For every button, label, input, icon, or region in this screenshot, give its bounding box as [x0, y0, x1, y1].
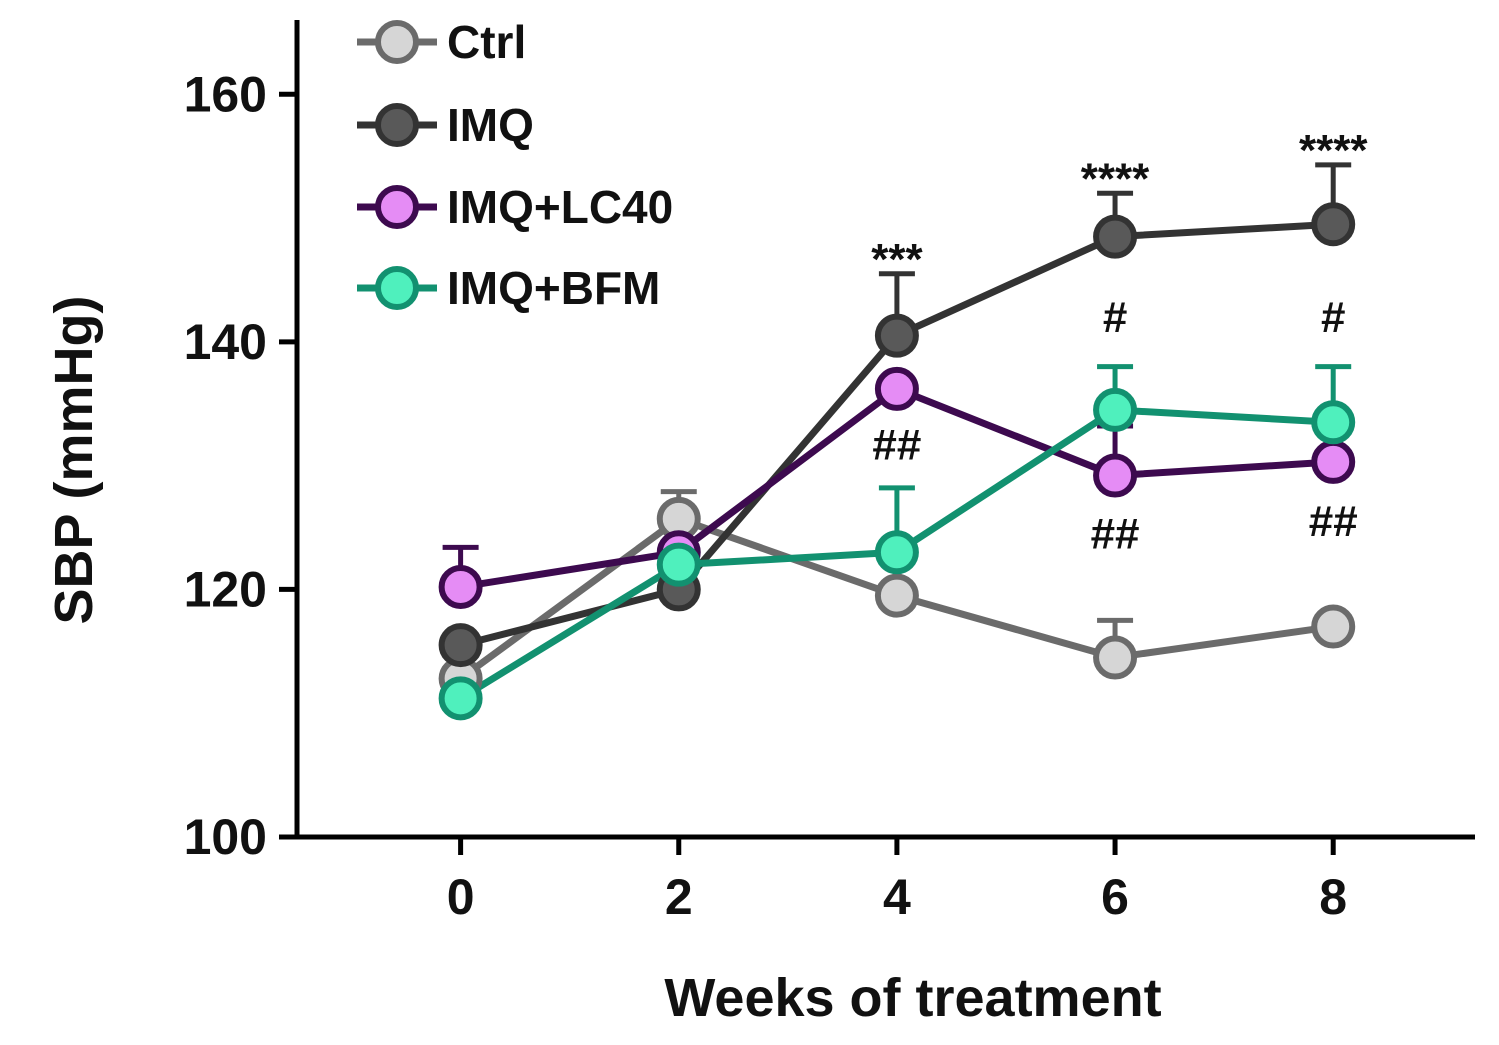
- data-point-ctrl: [874, 573, 919, 618]
- data-point-imq: [438, 623, 483, 668]
- significance-label: #: [1321, 293, 1345, 342]
- significance-label: #: [1103, 293, 1127, 342]
- significance-label: ****: [1081, 154, 1150, 203]
- data-point-imq-lc40: [874, 366, 919, 411]
- data-point-imq-lc40: [1311, 439, 1356, 484]
- legend: Ctrl IMQ IMQ+LC40 IMQ+BFM: [357, 16, 673, 314]
- y-tick-label: 140: [184, 314, 267, 370]
- significance-label: ##: [1309, 497, 1358, 546]
- x-tick-label: 4: [883, 869, 911, 925]
- data-point-imq-lc40: [438, 564, 483, 609]
- significance-label: ##: [1091, 510, 1140, 559]
- y-tick-label: 160: [184, 66, 267, 122]
- significance-label: ****: [1299, 126, 1368, 175]
- x-tick-label: 2: [665, 869, 693, 925]
- significance-annotations: ***********# ##### ##: [871, 126, 1368, 559]
- axes: 100 120 140 160 0 2 4 6 8: [184, 20, 1475, 925]
- x-tick-label: 8: [1319, 869, 1347, 925]
- x-tick-label: 6: [1101, 869, 1129, 925]
- y-tick-label: 100: [184, 809, 267, 865]
- data-point-imq-bfm: [1311, 400, 1356, 445]
- data-point-imq-bfm: [656, 542, 701, 587]
- y-tick-label: 120: [184, 561, 267, 617]
- legend-marker-imq: [375, 103, 419, 147]
- significance-label: ##: [872, 420, 921, 469]
- significance-label: ***: [871, 235, 923, 284]
- data-point-imq-bfm: [1093, 387, 1138, 432]
- legend-label-ctrl: Ctrl: [447, 16, 526, 68]
- data-point-imq-bfm: [874, 530, 919, 575]
- legend-label-imq-bfm: IMQ+BFM: [447, 262, 660, 314]
- data-point-imq: [1311, 202, 1356, 247]
- data-point-imq-bfm: [438, 676, 483, 721]
- data-point-ctrl: [1093, 635, 1138, 680]
- y-axis-title: SBP (mmHg): [44, 295, 104, 624]
- data-point-imq: [874, 313, 919, 358]
- legend-marker-imq-lc40: [375, 185, 419, 229]
- legend-marker-imq-bfm: [375, 266, 419, 310]
- data-point-ctrl: [1311, 604, 1356, 649]
- legend-label-imq: IMQ: [447, 99, 534, 151]
- x-tick-label: 0: [447, 869, 475, 925]
- data-point-imq: [1093, 214, 1138, 259]
- x-axis-title: Weeks of treatment: [664, 968, 1161, 1028]
- data-point-imq-lc40: [1093, 453, 1138, 498]
- series-markers: [438, 202, 1356, 721]
- legend-marker-ctrl: [375, 20, 419, 64]
- legend-label-imq-lc40: IMQ+LC40: [447, 181, 673, 233]
